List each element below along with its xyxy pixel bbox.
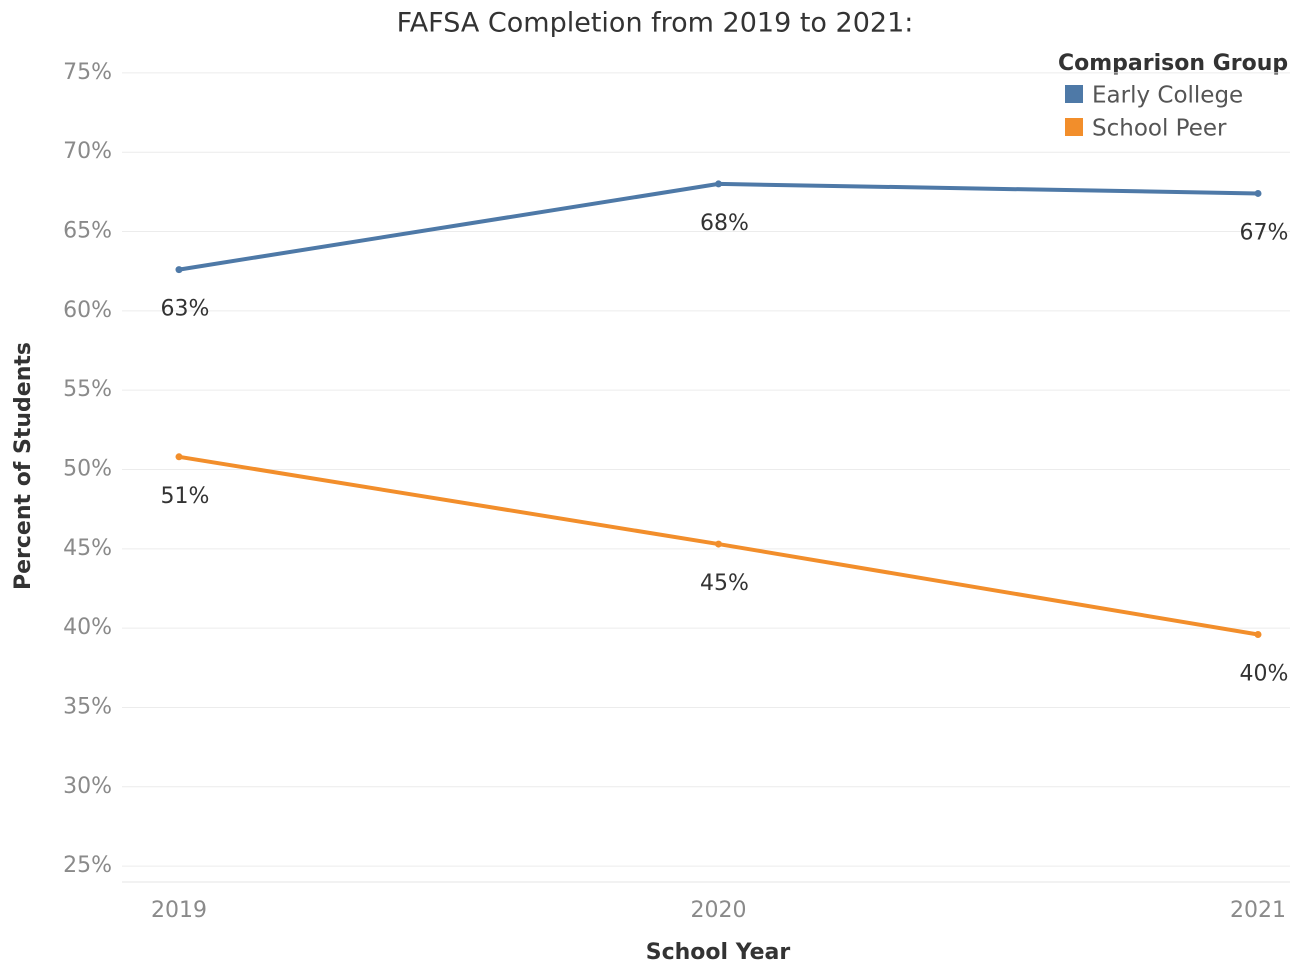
- data-label: 45%: [700, 571, 749, 596]
- data-point: [1254, 631, 1262, 638]
- data-point: [715, 540, 722, 548]
- legend-title: Comparison Group: [1058, 51, 1288, 76]
- legend-label: School Peer: [1092, 116, 1227, 142]
- x-tick-label: 2021: [1230, 898, 1286, 923]
- legend: Comparison Group Early College School Pee…: [1058, 51, 1288, 142]
- y-tick-label: 25%: [63, 853, 112, 878]
- data-point: [715, 180, 722, 188]
- y-tick-label: 30%: [63, 774, 112, 799]
- x-axis-label: School Year: [646, 940, 791, 964]
- data-label: 51%: [161, 484, 210, 509]
- y-tick-label: 55%: [63, 377, 112, 402]
- legend-label: Early College: [1092, 83, 1243, 109]
- x-tick-label: 2020: [691, 898, 747, 923]
- data-label: 40%: [1240, 662, 1289, 687]
- y-tick-label: 40%: [63, 615, 112, 640]
- data-label: 63%: [161, 297, 210, 322]
- data-label: 68%: [700, 211, 749, 236]
- y-tick-label: 65%: [63, 219, 112, 244]
- data-point: [175, 266, 183, 274]
- data-point: [175, 453, 183, 461]
- y-tick-label: 50%: [63, 457, 112, 482]
- y-tick-label: 70%: [63, 139, 112, 164]
- legend-swatch: [1065, 118, 1083, 136]
- x-tick-label: 2019: [151, 898, 207, 923]
- y-tick-label: 60%: [63, 298, 112, 323]
- chart-title: FAFSA Completion from 2019 to 2021:: [397, 8, 914, 39]
- data-point: [1254, 189, 1262, 197]
- y-axis-label: Percent of Students: [11, 342, 36, 590]
- legend-swatch: [1065, 85, 1083, 103]
- data-label: 67%: [1240, 220, 1289, 245]
- y-tick-label: 45%: [63, 536, 112, 561]
- y-tick-label: 35%: [63, 694, 112, 719]
- y-tick-label: 75%: [63, 60, 112, 85]
